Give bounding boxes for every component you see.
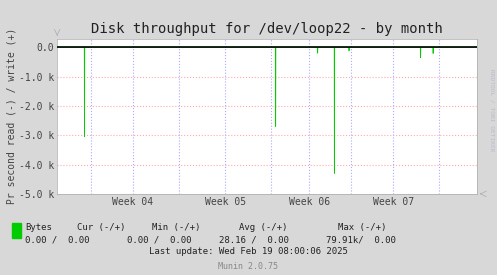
Text: Munin 2.0.75: Munin 2.0.75 (219, 262, 278, 271)
Title: Disk throughput for /dev/loop22 - by month: Disk throughput for /dev/loop22 - by mon… (91, 22, 443, 36)
Text: Avg (-/+): Avg (-/+) (239, 223, 287, 232)
Text: Cur (-/+): Cur (-/+) (77, 223, 125, 232)
Text: Last update: Wed Feb 19 08:00:06 2025: Last update: Wed Feb 19 08:00:06 2025 (149, 248, 348, 257)
Text: 0.00 /  0.00: 0.00 / 0.00 (127, 235, 191, 244)
Text: RRDTOOL / TOBI OETIKER: RRDTOOL / TOBI OETIKER (490, 69, 495, 151)
Text: Bytes: Bytes (25, 223, 52, 232)
Text: Max (-/+): Max (-/+) (338, 223, 386, 232)
Text: 79.91k/  0.00: 79.91k/ 0.00 (326, 235, 396, 244)
Text: Min (-/+): Min (-/+) (152, 223, 200, 232)
Text: 28.16 /  0.00: 28.16 / 0.00 (219, 235, 289, 244)
Text: 0.00 /  0.00: 0.00 / 0.00 (25, 235, 89, 244)
Y-axis label: Pr second read (-) / write (+): Pr second read (-) / write (+) (6, 28, 16, 204)
